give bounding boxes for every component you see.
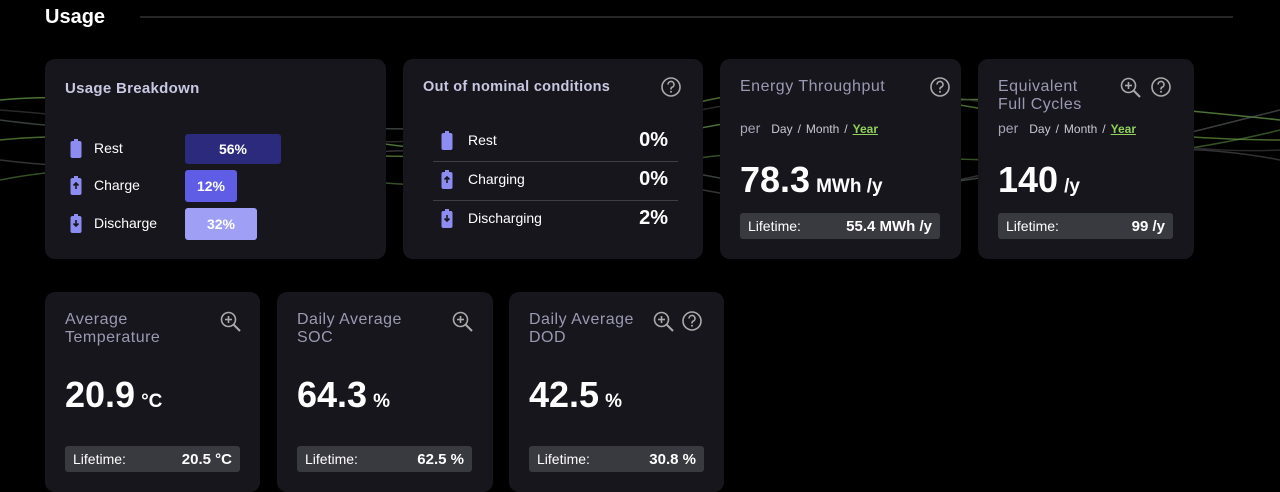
nominal-card <box>403 59 703 259</box>
period-option[interactable]: Day <box>771 122 793 136</box>
share-bar: 56% <box>185 134 281 164</box>
zoom-icon[interactable] <box>1119 76 1143 100</box>
period-separator: / <box>797 122 801 136</box>
lifetime-label: Lifetime: <box>537 451 590 467</box>
row-value: 0% <box>639 168 668 190</box>
lifetime-label: Lifetime: <box>1006 218 1059 234</box>
battery-icon <box>70 176 82 195</box>
value-number: 78.3 <box>740 159 811 200</box>
lifetime-value: 20.5 °C <box>181 450 232 468</box>
metric-value: 140/y <box>998 159 1080 201</box>
period-option[interactable]: Day <box>1029 122 1051 136</box>
lifetime-label: Lifetime: <box>748 218 801 234</box>
row-label: Rest <box>468 132 497 148</box>
period-separator: / <box>1102 122 1106 136</box>
period-option[interactable]: Year <box>852 122 878 136</box>
lifetime-value: 62.5 % <box>417 450 464 468</box>
battery-icon <box>441 131 453 150</box>
row-value: 2% <box>639 207 668 229</box>
card-title: Out of nominal conditions <box>423 79 611 95</box>
lifetime-box: Lifetime: 55.4 MWh /y <box>740 213 940 239</box>
row-label: Charge <box>94 177 140 193</box>
value-unit: MWh /y <box>816 176 883 197</box>
row-label: Discharge <box>94 215 158 231</box>
share-bar: 12% <box>185 170 237 202</box>
card-title: Daily Average SOC <box>297 311 402 346</box>
per-label: per <box>998 120 1019 136</box>
battery-icon <box>70 214 82 233</box>
period-option[interactable]: Month <box>805 122 840 136</box>
per-label: per <box>740 120 761 136</box>
card-title: Usage Breakdown <box>65 80 200 97</box>
lifetime-box: Lifetime: 62.5 % <box>297 446 472 472</box>
period-option[interactable]: Month <box>1063 122 1098 136</box>
value-number: 42.5 <box>529 374 600 415</box>
row-separator <box>433 200 678 201</box>
period-separator: / <box>844 122 848 136</box>
period-separator: / <box>1055 122 1059 136</box>
value-unit: °C <box>141 391 163 412</box>
value-unit: % <box>605 391 622 412</box>
period-selector: per Day / Month / Year <box>740 120 878 136</box>
lifetime-value: 55.4 MWh /y <box>846 217 932 235</box>
lifetime-box: Lifetime: 30.8 % <box>529 446 704 472</box>
help-icon[interactable] <box>1150 76 1172 98</box>
metric-value: 78.3 MWh /y <box>740 159 883 201</box>
lifetime-label: Lifetime: <box>305 451 358 467</box>
lifetime-box: Lifetime: 20.5 °C <box>65 446 240 472</box>
battery-icon <box>441 209 453 228</box>
help-icon[interactable] <box>929 76 951 98</box>
lifetime-value: 99 /y <box>1131 217 1165 235</box>
card-title: Average Temperature <box>65 311 161 346</box>
card-title: Energy Throughput <box>740 78 886 95</box>
section-title: Usage <box>45 6 106 28</box>
share-bar: 32% <box>185 208 257 240</box>
period-option[interactable]: Year <box>1110 122 1136 136</box>
zoom-icon[interactable] <box>219 310 243 334</box>
zoom-icon[interactable] <box>652 310 676 334</box>
value-number: 140 <box>998 159 1059 200</box>
row-separator <box>433 161 678 162</box>
battery-icon <box>441 170 453 189</box>
lifetime-value: 30.8 % <box>649 450 696 468</box>
zoom-icon[interactable] <box>451 310 475 334</box>
card-title: Daily Average DOD <box>529 311 634 346</box>
metric-value: 42.5% <box>529 374 622 416</box>
lifetime-box: Lifetime: 99 /y <box>998 213 1173 239</box>
metric-value: 20.9 °C <box>65 374 162 416</box>
value-number: 20.9 <box>65 374 136 415</box>
row-value: 0% <box>639 129 668 151</box>
row-label: Rest <box>94 140 123 156</box>
lifetime-label: Lifetime: <box>73 451 126 467</box>
help-icon[interactable] <box>660 76 682 98</box>
period-selector: per Day / Month / Year <box>998 120 1136 136</box>
help-icon[interactable] <box>681 310 703 332</box>
row-label: Discharging <box>468 210 542 226</box>
battery-icon <box>70 139 82 158</box>
value-number: 64.3 <box>297 374 368 415</box>
metric-value: 64.3% <box>297 374 390 416</box>
row-label: Charging <box>468 171 525 187</box>
value-unit: % <box>373 391 390 412</box>
value-unit: /y <box>1064 176 1080 197</box>
card-title: Equivalent Full Cycles <box>998 78 1082 113</box>
